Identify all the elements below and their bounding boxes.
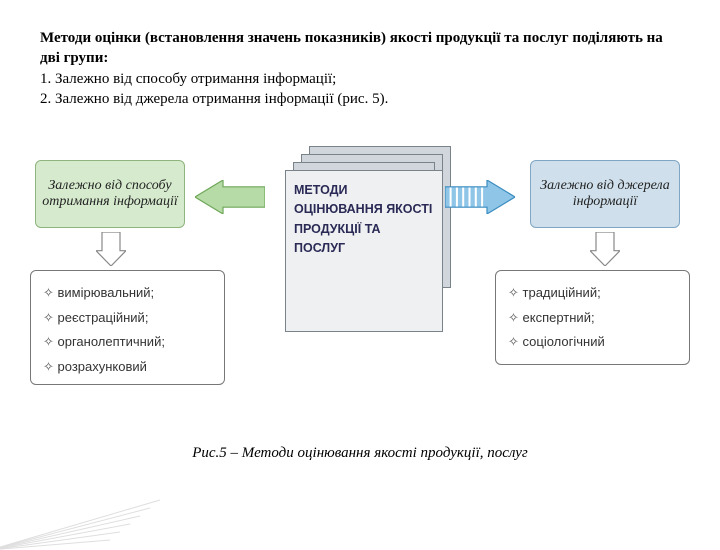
intro-line1: 1. Залежно від способу отримання інформа… [40,71,336,87]
corner-decor-icon [0,470,170,550]
list-item: реєстраційний; [43,306,212,331]
intro-line2: 2. Залежно від джерела отримання інформа… [40,91,388,107]
figure-caption: Рис.5 – Методи оцінювання якості продукц… [0,445,720,462]
list-item: традиційний; [508,281,677,306]
list-item: соціологічний [508,330,677,355]
right-list: традиційний;експертний;соціологічний [495,270,690,365]
left-group-title-text: Залежно від способу отримання інформації [42,178,178,210]
intro-bold: Методи оцінки (встановлення значень пока… [40,30,663,66]
left-list: вимірювальний;реєстраційний;органолептич… [30,270,225,385]
list-item: вимірювальний; [43,281,212,306]
right-group-title-text: Залежно від джерела інформації [537,178,673,210]
arrow-down-right-icon [590,232,620,266]
arrow-down-left-icon [96,232,126,266]
diagram: МЕТОДИ ОЦІНЮВАННЯ ЯКОСТІ ПРОДУКЦІЇ ТА ПО… [0,150,720,430]
list-item: органолептичний; [43,330,212,355]
left-group-title: Залежно від способу отримання інформації [35,160,185,228]
list-item: експертний; [508,306,677,331]
arrow-left-icon [195,180,265,214]
arrow-right-icon [445,180,515,214]
right-group-title: Залежно від джерела інформації [530,160,680,228]
list-item: розрахунковий [43,355,212,380]
intro-text: Методи оцінки (встановлення значень пока… [40,28,680,109]
